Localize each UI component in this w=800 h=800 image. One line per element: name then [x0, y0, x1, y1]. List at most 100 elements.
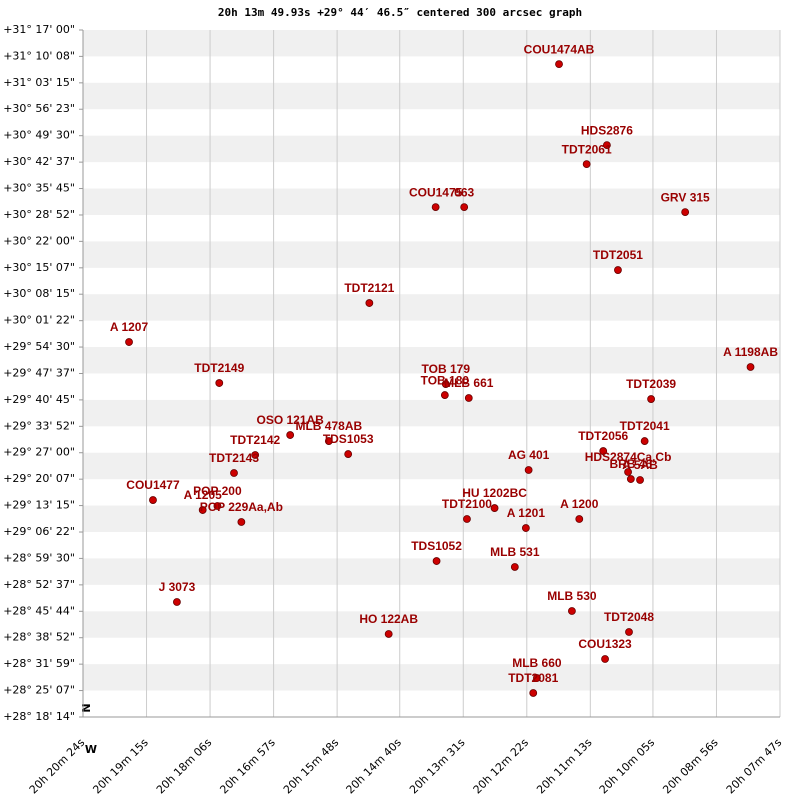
y-tick-label: +29° 13' 15" [3, 499, 75, 512]
chart-title: 20h 13m 49.93s +29° 44′ 46.5″ centered 3… [218, 6, 582, 19]
star-point [286, 431, 295, 439]
star-label: GRV 315 [661, 190, 710, 204]
band [83, 452, 780, 480]
star-point [198, 506, 207, 514]
star-point [463, 515, 471, 523]
y-tick-label: +30° 08' 15" [3, 287, 75, 300]
star-point [213, 502, 222, 510]
y-tick-label: +28° 38' 52" [3, 631, 75, 644]
star-label: MLB 478AB [295, 419, 362, 433]
star-label: HU 1202BC [462, 486, 527, 500]
y-tick-label: +30° 01' 22" [3, 314, 75, 327]
x-tick-label: 20h 16m 57s [217, 736, 278, 797]
y-tick-label: +29° 27' 00" [3, 446, 75, 459]
west-label: W [85, 743, 97, 756]
star-label: A 1207 [110, 320, 149, 334]
star-point [324, 437, 333, 445]
y-tick-label: +30° 28' 52" [3, 208, 75, 221]
star-label: TDT2100 [442, 497, 492, 511]
star-point [125, 338, 133, 346]
star-point [529, 689, 538, 697]
y-tick-label: +28° 31' 59" [3, 657, 75, 670]
band [83, 294, 780, 321]
y-tick-label: +30° 49' 30" [3, 129, 75, 142]
star-label: TDT2048 [604, 610, 654, 624]
band [83, 347, 780, 374]
star-point [568, 607, 576, 615]
x-tick-label: 20h 14m 40s [344, 736, 405, 797]
star-point [603, 141, 611, 149]
star-point [440, 391, 449, 399]
star-label: HO 122AB [359, 612, 418, 626]
star-point [575, 515, 584, 523]
x-tick-label: 20h 20m 24s [27, 736, 88, 797]
star-point [384, 630, 393, 638]
star-label: A 1198AB [723, 345, 778, 359]
y-tick-label: +29° 33' 52" [3, 419, 75, 432]
star-label: BRB 46 [609, 457, 652, 471]
star-label: 063 [454, 185, 474, 199]
star-label: POP 200 [193, 484, 242, 498]
star-label: TOB 180 [421, 373, 470, 387]
star-point [681, 208, 690, 216]
star-label: OSO 121AB [256, 413, 324, 427]
star-label: TDT2149 [194, 361, 244, 375]
band [83, 82, 780, 110]
star-label: TDT2041 [620, 419, 670, 433]
x-tick-label: 20h 13m 31s [407, 736, 468, 797]
star-point [555, 60, 563, 69]
star-label: TDT2121 [344, 281, 394, 295]
band [83, 399, 780, 427]
band [83, 241, 780, 268]
y-tick-label: +28° 59' 30" [3, 551, 75, 564]
star-point [432, 557, 441, 565]
star-point [647, 395, 655, 403]
band [83, 188, 780, 215]
star-label: TDT2142 [230, 433, 280, 447]
star-point [431, 203, 440, 211]
star-point [624, 468, 632, 476]
star-label: COU1323 [578, 637, 632, 651]
star-point [626, 475, 635, 483]
x-tick-label: 20h 08m 56s [660, 736, 721, 797]
band [83, 558, 780, 585]
star-point [746, 363, 755, 371]
star-point [365, 299, 374, 307]
y-tick-label: +28° 45' 44" [3, 604, 75, 617]
star-label: TDS1052 [411, 539, 462, 553]
star-label: POP 229Aa,Ab [200, 500, 283, 514]
star-label: HDS2874Ca,Cb [585, 450, 672, 464]
star-point [510, 563, 519, 571]
north-label: N [80, 703, 93, 712]
star-label: MLB 531 [490, 545, 540, 559]
band [83, 611, 780, 638]
x-tick-label: 20h 12m 22s [471, 736, 532, 797]
star-label: TDT2081 [508, 671, 558, 685]
star-label: COU1474AB [524, 42, 595, 56]
band [83, 664, 780, 691]
star-point [636, 476, 644, 484]
y-tick-label: +31° 10' 08" [3, 49, 75, 62]
y-tick-label: +29° 47' 37" [3, 367, 75, 380]
y-tick-label: +30° 35' 45" [3, 182, 75, 195]
star-label: TDT2061 [562, 142, 612, 156]
y-tick-label: +30° 15' 07" [3, 261, 75, 274]
star-label: A 1205 [184, 488, 223, 502]
star-label: MLB 660 [512, 656, 562, 670]
star-label: HDS2876 [581, 123, 633, 137]
x-tick-label: 20h 10m 05s [597, 736, 658, 797]
star-point [460, 203, 469, 211]
y-tick-label: +30° 42' 37" [3, 155, 75, 168]
band [83, 30, 780, 57]
star-label: TDT2143 [209, 451, 259, 465]
band [83, 135, 780, 163]
star-label: TDT2039 [626, 377, 676, 391]
y-tick-label: +31° 03' 15" [3, 76, 75, 89]
star-point [237, 518, 246, 526]
y-tick-label: +30° 56' 23" [3, 102, 75, 115]
star-label: A 1200 [560, 497, 599, 511]
y-tick-label: +29° 20' 07" [3, 472, 75, 485]
star-point [173, 598, 181, 606]
star-label: TDT2056 [578, 429, 628, 443]
